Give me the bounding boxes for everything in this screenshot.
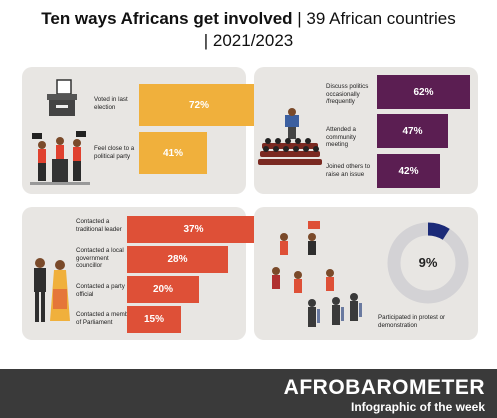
community-label-1: Attended a community meeting [326,126,356,149]
community-label-0: Discuss politics occasionally /frequentl… [326,83,369,106]
candidates-icon [30,131,90,185]
voting-label-1: Feel close to a political party [94,145,135,160]
footer-banner: AFROBAROMETER Infographic of the week [0,369,497,418]
ballot-box-icon [47,79,77,116]
meeting-audience-icon [258,108,322,165]
contact-bar-3: 15% [127,306,181,333]
community-bar-0: 62% [377,75,470,109]
protest-donut-arc [387,222,469,304]
protesters-icon [272,221,362,327]
contact-label-0: Contacted a traditional leader [76,218,122,233]
footer-tagline: Infographic of the week [350,400,485,414]
title-years: | 2021/2023 [203,31,294,50]
voting-label-0: Voted in last election [94,96,128,111]
afrobarometer-logo: AFROBAROMETER [283,376,485,399]
protest-donut [387,222,469,304]
contact-bar-1: 28% [127,246,228,273]
protest-panel: 9% Participated in protest or demonstrat… [254,207,478,340]
page-title: Ten ways Africans get involved | 39 Afri… [0,8,497,52]
community-bar-2: 42% [377,154,440,188]
protest-value: 9% [418,255,438,270]
contact-label-3: Contacted a member of Parliament [76,311,134,326]
community-panel: Discuss politics occasionally /frequentl… [254,67,478,194]
contact-label-1: Contacted a local government councillor [76,247,124,270]
community-label-2: Joined others to raise an issue [326,163,371,178]
voting-bar-0: 72% [139,84,259,126]
contact-panel: Contacted a traditional leader 37% Conta… [22,207,260,340]
community-bar-1: 47% [377,114,448,148]
title-bold: Ten ways Africans get involved [41,9,293,28]
contact-people-icon [34,258,70,322]
protest-label: Participated in protest or demonstration [378,314,446,329]
contact-bar-2: 20% [127,276,199,303]
contact-bar-0: 37% [127,216,260,243]
voting-panel: Voted in last election 72% Feel close to… [22,67,259,194]
voting-bar-1: 41% [139,132,207,174]
contact-label-2: Contacted a party official [76,283,125,298]
title-subtitle: | 39 African countries [292,9,456,28]
